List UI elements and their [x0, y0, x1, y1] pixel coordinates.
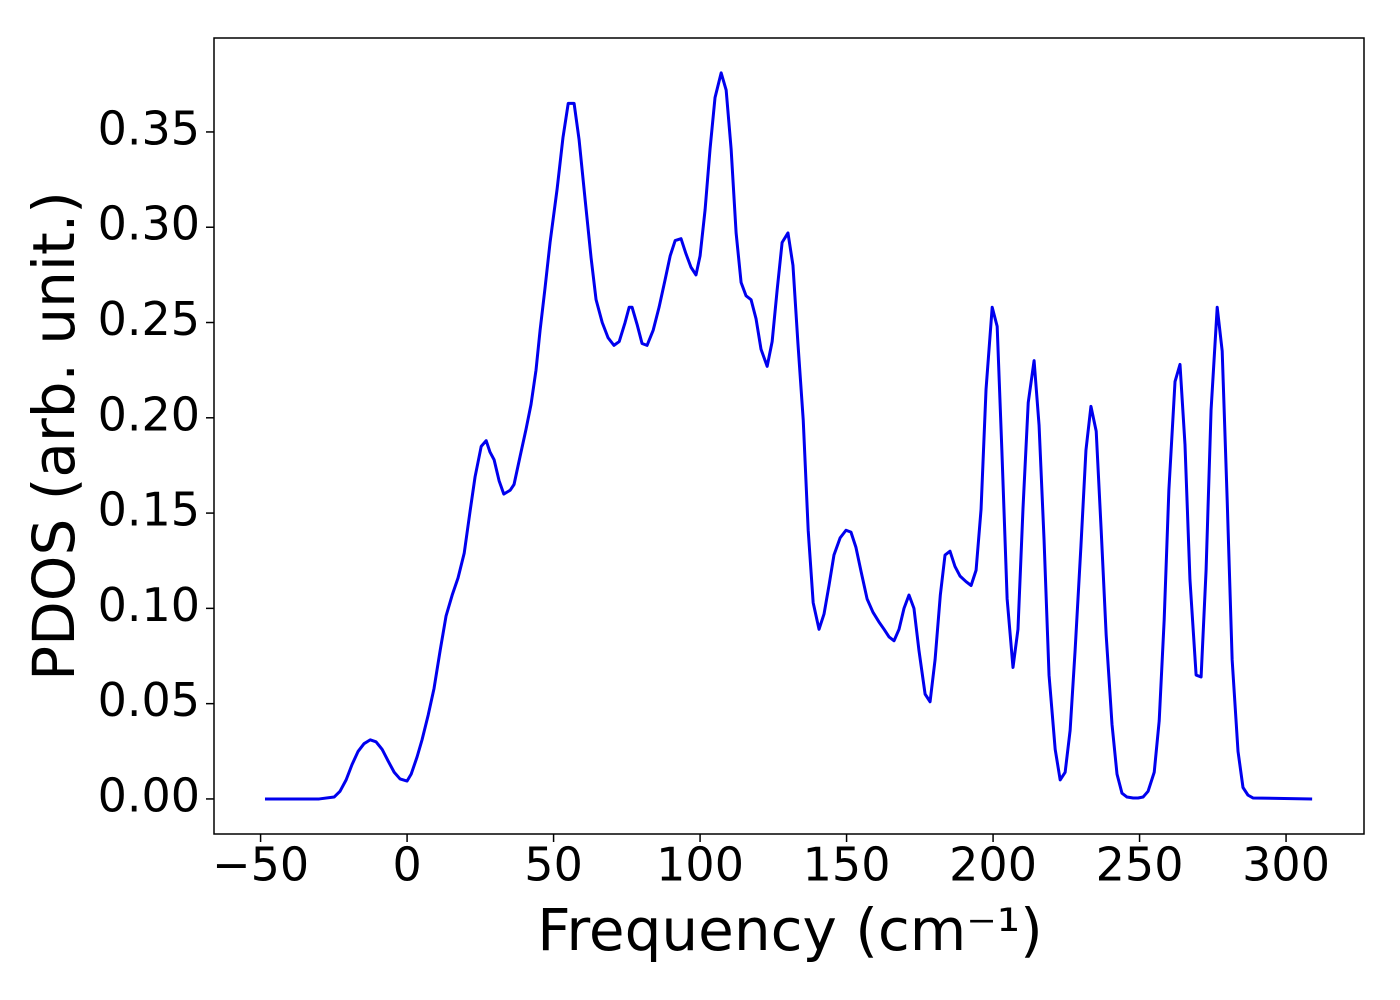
- plot-frame: [213, 37, 1365, 835]
- x-tick-label: 200: [949, 838, 1037, 892]
- y-tick-label: 0.10: [98, 578, 200, 632]
- x-tick-label: 300: [1242, 838, 1330, 892]
- y-tick-label: 0.35: [98, 101, 200, 155]
- y-tick-label: 0.20: [98, 387, 200, 441]
- y-tick-label: 0.15: [98, 483, 200, 537]
- x-tick-label: −50: [212, 838, 309, 892]
- x-tick-label: 0: [392, 838, 421, 892]
- x-tick-label: 250: [1096, 838, 1184, 892]
- y-tick-label: 0.25: [98, 292, 200, 346]
- y-tick-label: 0.30: [98, 197, 200, 251]
- x-tick-label: 100: [656, 838, 744, 892]
- x-tick-label: 50: [524, 838, 583, 892]
- pdos-line: [264, 71, 1313, 801]
- y-tick-label: 0.05: [98, 673, 200, 727]
- x-tick-label: 150: [803, 838, 891, 892]
- y-tick-label: 0.00: [98, 768, 200, 822]
- x-axis-label: Frequency (cm⁻¹): [537, 896, 1043, 964]
- y-axis-label: PDOS (arb. unit.): [20, 191, 88, 681]
